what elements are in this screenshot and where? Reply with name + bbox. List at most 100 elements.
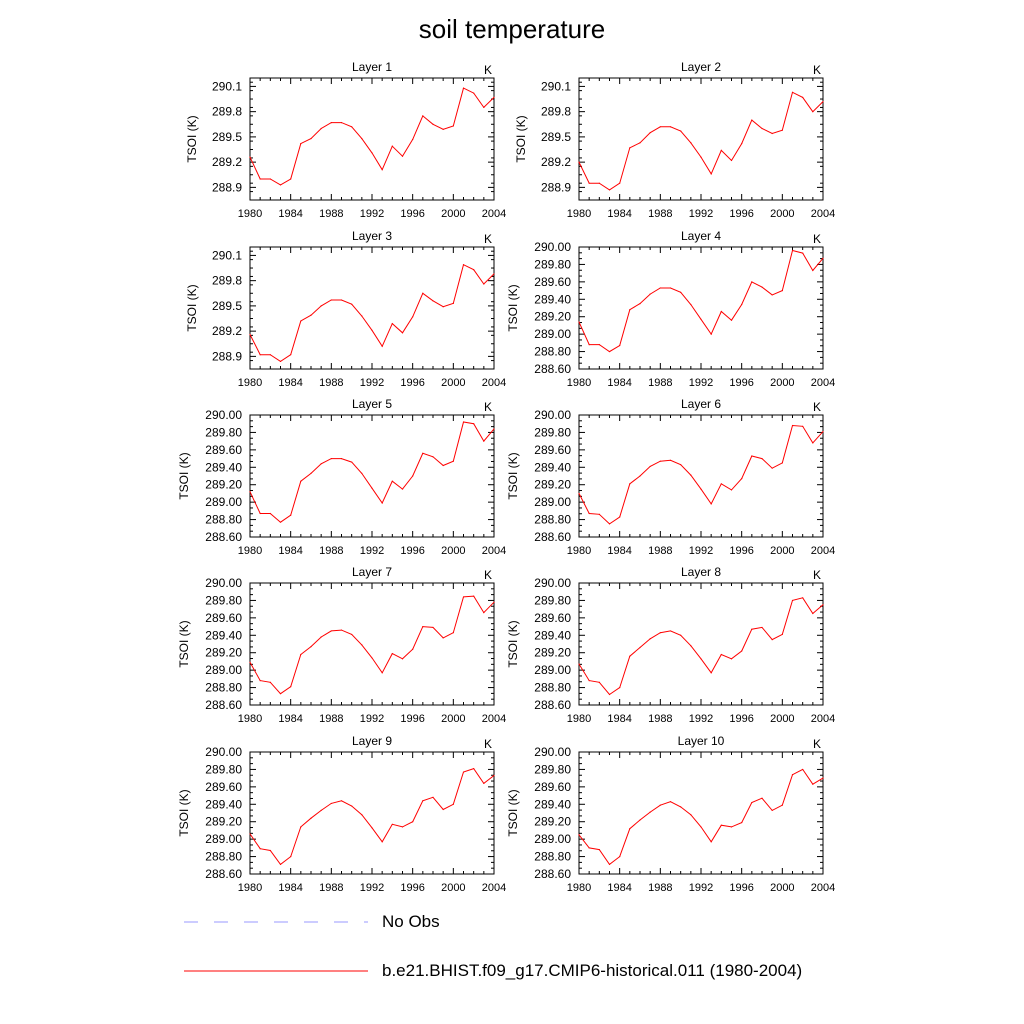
data-point	[391, 145, 393, 147]
y-axis-label: TSOI (K)	[177, 789, 191, 836]
data-point	[381, 841, 383, 843]
data-point	[249, 333, 251, 336]
data-point	[741, 650, 743, 652]
data-point	[330, 630, 332, 632]
data-point	[361, 644, 363, 646]
y-axis-label: TSOI (K)	[514, 115, 528, 162]
data-point	[462, 421, 465, 423]
data-point	[730, 826, 733, 828]
data-point	[320, 305, 322, 307]
y-tick-label: 288.60	[205, 698, 242, 712]
panel-unit: K	[813, 737, 821, 751]
data-point	[351, 126, 353, 128]
data-point	[751, 628, 753, 630]
data-point	[452, 803, 454, 805]
series-line	[249, 263, 495, 362]
x-tick-label: 1992	[360, 545, 384, 557]
y-tick-label: 288.9	[212, 180, 242, 194]
data-point	[422, 452, 424, 454]
legend-entry-2: b.e21.BHIST.f09_g17.CMIP6-historical.011…	[184, 957, 884, 987]
data-point	[598, 681, 600, 683]
plot-frame	[578, 246, 824, 370]
panel-title: Layer 6	[681, 397, 721, 411]
y-tick-label: 289.00	[205, 663, 242, 677]
data-point	[771, 809, 773, 811]
data-point	[619, 686, 621, 689]
data-point	[649, 293, 651, 295]
data-point	[371, 827, 373, 829]
y-tick-label: 288.60	[534, 530, 571, 544]
y-axis-label: TSOI (K)	[185, 115, 199, 162]
data-point	[791, 424, 794, 427]
y-tick-label: 289.60	[534, 611, 571, 625]
data-point	[751, 119, 753, 121]
data-point	[761, 626, 763, 629]
x-tick-label: 1988	[648, 713, 672, 725]
y-tick-label: 288.60	[205, 530, 242, 544]
data-point	[791, 249, 794, 252]
data-point	[442, 306, 444, 308]
data-point	[608, 863, 611, 866]
x-tick-label: 1980	[567, 545, 591, 557]
x-tick-label: 2000	[770, 713, 794, 725]
data-point	[320, 463, 322, 465]
data-point	[741, 821, 743, 824]
panel-title: Layer 4	[681, 229, 721, 243]
y-tick-label: 289.5	[212, 130, 242, 144]
y-tick-label: 289.60	[205, 780, 242, 794]
data-point	[249, 661, 251, 663]
data-point	[710, 672, 712, 674]
x-tick-label: 2000	[770, 377, 794, 389]
x-tick-label: 1992	[360, 713, 384, 725]
data-point	[812, 612, 814, 615]
data-point	[483, 440, 485, 442]
data-point	[452, 125, 454, 127]
data-point	[730, 489, 733, 491]
y-tick-label: 289.80	[534, 593, 571, 607]
data-point	[761, 127, 763, 130]
plot-frame	[578, 751, 824, 875]
panel-unit: K	[813, 400, 821, 414]
y-axis-label: TSOI (K)	[185, 284, 199, 331]
data-point	[412, 138, 414, 141]
y-tick-label: 289.2	[212, 324, 242, 338]
data-point	[473, 269, 475, 271]
data-point	[320, 127, 322, 130]
series-line	[249, 421, 495, 523]
data-point	[761, 286, 763, 288]
y-tick-label: 289.40	[534, 628, 571, 642]
data-point	[493, 774, 495, 777]
x-tick-label: 1980	[567, 208, 591, 220]
data-point	[412, 821, 414, 823]
data-point	[659, 804, 661, 806]
data-point	[720, 310, 722, 313]
x-tick-label: 1988	[319, 882, 343, 894]
data-point	[249, 156, 251, 158]
series-line	[578, 91, 824, 191]
data-point	[381, 169, 383, 171]
series-line	[578, 768, 824, 866]
plot-frame	[249, 77, 495, 201]
data-point	[598, 182, 600, 184]
data-point	[781, 289, 783, 292]
data-point	[608, 189, 611, 191]
y-tick-label: 290.1	[212, 248, 242, 262]
data-point	[401, 155, 404, 157]
x-tick-label: 2000	[441, 545, 465, 557]
data-point	[401, 488, 404, 490]
legend-entry-1: No Obs	[184, 908, 884, 938]
data-point	[493, 96, 495, 98]
y-tick-label: 289.8	[212, 105, 242, 119]
data-point	[639, 303, 641, 305]
data-point	[598, 849, 600, 851]
data-point	[588, 182, 590, 184]
data-point	[680, 634, 682, 636]
data-point	[290, 686, 292, 688]
data-point	[381, 345, 383, 347]
y-tick-label: 288.60	[534, 867, 571, 881]
y-tick-label: 289.40	[205, 628, 242, 642]
x-tick-label: 1980	[238, 377, 262, 389]
